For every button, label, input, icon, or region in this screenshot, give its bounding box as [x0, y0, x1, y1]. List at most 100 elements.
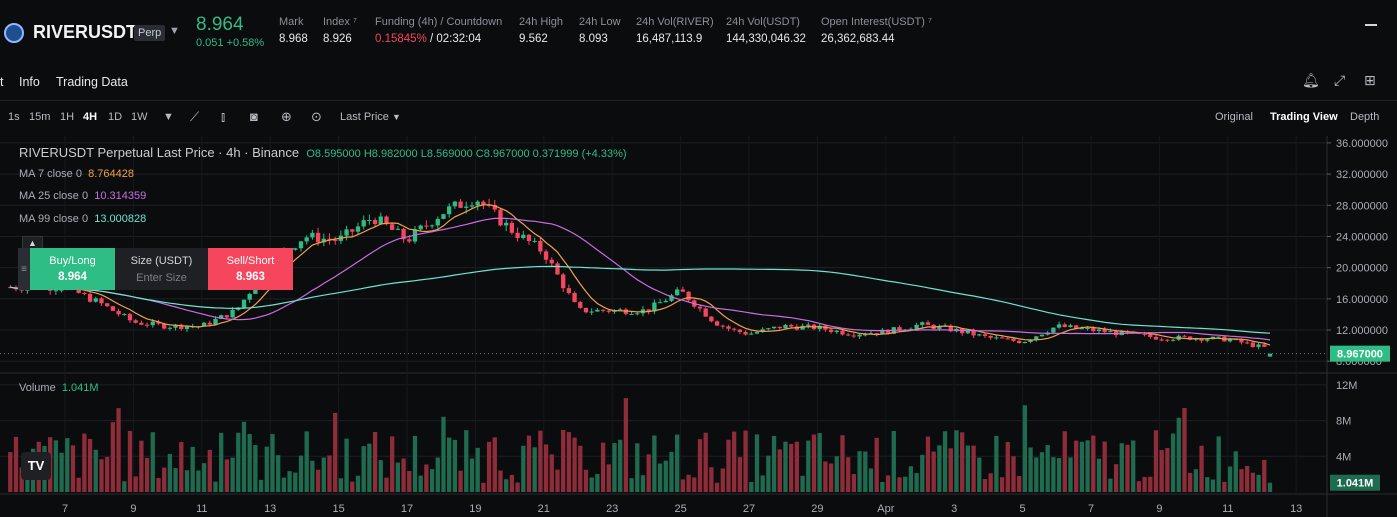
interval-1s[interactable]: 1s — [8, 111, 20, 123]
bell-icon[interactable]: 🔔︎ — [1302, 72, 1320, 88]
candle-body — [441, 214, 446, 219]
stat-index[interactable]: Index ⁷ 8.926 — [323, 16, 357, 45]
candle-body — [110, 306, 116, 311]
candle-body — [766, 328, 771, 330]
interval-1h[interactable]: 1H — [60, 111, 75, 123]
volume-bar — [669, 451, 674, 492]
candle-body — [1170, 339, 1176, 341]
candle-body — [184, 326, 190, 330]
tab-info[interactable]: Info — [19, 75, 40, 89]
symbol-title[interactable]: RIVERUSDT — [33, 22, 138, 42]
volume-bar — [1176, 417, 1181, 492]
candle-body — [566, 288, 572, 293]
tab-trading-data[interactable]: Trading Data — [56, 75, 128, 89]
axes: 36.000000 32.000000 28.000000 24.000000 20.0… — [0, 138, 1390, 515]
grid-icon[interactable]: ⊞ — [1364, 72, 1376, 88]
candle-body — [618, 309, 623, 311]
candle-body — [703, 308, 708, 317]
interval-15m[interactable]: 15m — [29, 111, 51, 123]
indicator-icon[interactable]: ⟋ — [190, 109, 200, 124]
volume-bar — [578, 445, 583, 492]
time-tick-label: 7 — [62, 503, 68, 515]
candle-body — [1239, 339, 1244, 343]
candle-body — [600, 309, 606, 311]
volume-bar — [868, 468, 874, 492]
interval-1w[interactable]: 1W — [131, 111, 148, 123]
volume-bar — [1113, 464, 1119, 492]
candle-body — [1188, 336, 1193, 340]
more-intervals-icon[interactable]: ▼ — [163, 111, 174, 123]
volume-bar — [469, 458, 475, 492]
volume-bar — [1045, 445, 1050, 492]
volume-bar — [333, 412, 338, 492]
view-trading-view[interactable]: Trading View — [1270, 111, 1338, 123]
last-volume-label: 1.041M — [1337, 478, 1374, 490]
volume-bar — [846, 457, 851, 492]
candle-body — [743, 332, 748, 335]
volume-bar — [1148, 476, 1153, 492]
volume-bar — [999, 477, 1005, 492]
drag-handle-icon[interactable]: ≡ — [18, 248, 30, 290]
interval-4h[interactable]: 4H — [83, 111, 98, 123]
size-input-box[interactable]: Size (USDT) Enter Size — [115, 248, 208, 290]
stat-label: 24h Vol(USDT) — [726, 16, 800, 28]
price-type-dropdown[interactable]: Last Price ▼ — [340, 111, 401, 123]
size-input[interactable]: Enter Size — [136, 272, 187, 284]
volume-bar — [127, 430, 133, 492]
sell-short-button[interactable]: Sell/Short 8.963 — [208, 248, 293, 290]
volume-bar — [1233, 451, 1238, 492]
candle-body — [429, 225, 435, 227]
expand-icon[interactable]: ⤢ — [1334, 72, 1346, 88]
time-tick-label: 25 — [674, 503, 686, 515]
buy-long-button[interactable]: Buy/Long 8.964 — [30, 248, 115, 290]
ma-label: MA 25 close 0 — [19, 190, 89, 202]
candle-body — [589, 311, 594, 313]
volume-bar — [390, 436, 395, 492]
tradingview-logo-icon[interactable]: TV — [21, 452, 51, 480]
volume-bar — [982, 478, 988, 492]
settings-icon[interactable]: ⊙ — [311, 109, 322, 124]
volume-bar — [452, 439, 458, 492]
volume-bar — [789, 443, 794, 492]
candle-body — [1267, 353, 1273, 357]
candle-body — [737, 329, 743, 333]
price-tick-label: 24.000000 — [1336, 231, 1388, 243]
price-chart[interactable]: 36.000000 32.000000 28.000000 24.000000 20.0… — [0, 136, 1397, 517]
volume-bar — [475, 447, 480, 492]
candle-body — [87, 293, 93, 302]
interval-1d[interactable]: 1D — [108, 111, 123, 123]
candle-body — [447, 206, 452, 215]
symbol-dropdown-icon[interactable]: ▼ — [169, 25, 180, 37]
time-tick-label: 11 — [1222, 503, 1233, 515]
candle-body — [1022, 341, 1028, 344]
volume-bar — [401, 458, 406, 492]
volume-bar — [481, 482, 486, 492]
view-original[interactable]: Original — [1215, 111, 1253, 123]
funding-rate: 0.15845% — [375, 33, 427, 45]
volume-bar — [1245, 465, 1250, 492]
candle-type-icon[interactable]: ⫾ — [221, 109, 226, 124]
ma-value: 10.314359 — [94, 190, 147, 202]
camera-icon[interactable]: ◙ — [250, 109, 258, 124]
volume-bar — [219, 432, 224, 492]
tab-chart[interactable]: t — [0, 75, 4, 89]
candle-body — [219, 315, 224, 319]
stat-open-interest[interactable]: Open Interest(USDT) ⁷ 26,362,683.44 — [821, 16, 932, 45]
volume-bar — [834, 456, 839, 492]
minimize-icon[interactable] — [1365, 24, 1377, 26]
volume-bar — [766, 455, 771, 492]
candle-body — [1091, 327, 1096, 332]
volume-bar — [515, 482, 520, 492]
candle-body — [1011, 338, 1016, 341]
add-icon[interactable]: ⊕ — [281, 109, 292, 124]
volume-tick-label: 4M — [1336, 451, 1351, 463]
volume-bar — [1210, 479, 1216, 492]
volume-bar — [942, 431, 948, 492]
view-depth[interactable]: Depth — [1350, 111, 1380, 123]
candle-body — [162, 323, 167, 329]
stat-label: 24h High — [519, 16, 564, 28]
volume-bar — [139, 440, 144, 492]
volume-bar — [201, 463, 207, 492]
candle-body — [452, 201, 458, 207]
candle-body — [327, 238, 332, 240]
